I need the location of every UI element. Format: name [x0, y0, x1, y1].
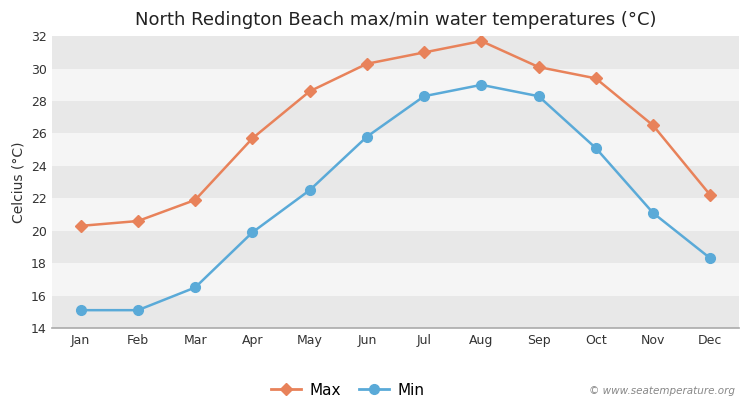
Legend: Max, Min: Max, Min [265, 376, 430, 400]
Bar [52, 296, 739, 328]
Bar [52, 101, 739, 134]
Text: © www.seatemperature.org: © www.seatemperature.org [589, 386, 735, 396]
Bar [52, 69, 739, 101]
Title: North Redington Beach max/min water temperatures (°C): North Redington Beach max/min water temp… [135, 11, 656, 29]
Bar [52, 36, 739, 69]
Bar [52, 166, 739, 198]
Y-axis label: Celcius (°C): Celcius (°C) [11, 141, 25, 223]
Bar [52, 263, 739, 296]
Bar [52, 198, 739, 231]
Bar [52, 134, 739, 166]
Bar [52, 231, 739, 263]
